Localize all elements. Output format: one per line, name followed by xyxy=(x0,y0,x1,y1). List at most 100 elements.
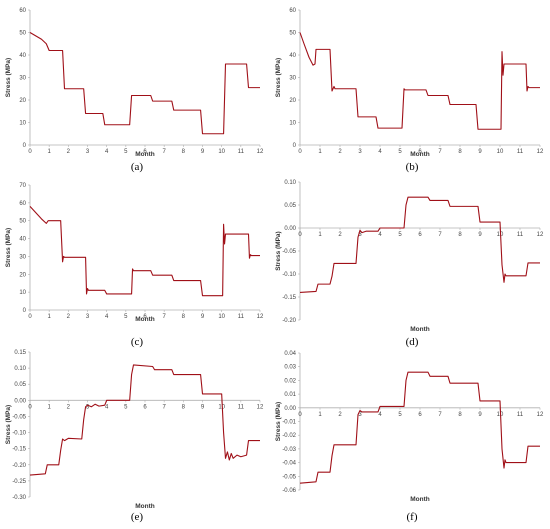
y-tick-label: 0.04 xyxy=(284,351,296,357)
y-tick-label: -0.25 xyxy=(12,479,26,485)
y-tick-label: -0.04 xyxy=(282,461,296,467)
y-tick-label: 10 xyxy=(19,121,26,127)
y-tick-label: 40 xyxy=(19,237,26,243)
y-tick-label: 0 xyxy=(293,143,297,149)
y-tick-label: 0.10 xyxy=(284,180,296,186)
x-tick-label: 7 xyxy=(438,232,442,238)
x-tick-label: 3 xyxy=(358,232,362,238)
y-tick-label: -0.10 xyxy=(12,431,26,437)
x-tick-label: 0 xyxy=(298,232,302,238)
y-tick-label: -0.20 xyxy=(12,463,26,469)
y-tick-label: 20 xyxy=(19,272,26,278)
chart-panel-e: -0.30 -0.25 -0.20 -0.15 -0.10 -0.05 0.00 0.05 0.… xyxy=(5,350,264,523)
x-tick-label: 0 xyxy=(28,149,32,155)
x-tick-label: 10 xyxy=(218,314,225,320)
y-tick-label: -0.20 xyxy=(282,318,296,324)
y-tick-label: 20 xyxy=(19,98,26,104)
x-tick-label: 9 xyxy=(478,412,482,418)
y-tick-label: -0.06 xyxy=(282,488,296,494)
x-tick-label: 0 xyxy=(28,314,32,320)
y-tick-label: 0 xyxy=(23,308,27,314)
x-tick-label: 7 xyxy=(162,404,166,410)
y-tick-label: 50 xyxy=(19,219,26,225)
x-tick-label: 3 xyxy=(86,404,90,410)
y-tick-label: -0.05 xyxy=(282,474,296,480)
x-tick-label: 10 xyxy=(497,149,504,155)
x-tick-label: 12 xyxy=(257,314,264,320)
x-axis-title: Month xyxy=(135,316,155,323)
x-tick-label: 11 xyxy=(517,232,524,238)
x-tick-label: 3 xyxy=(358,149,362,155)
x-tick-label: 7 xyxy=(162,314,166,320)
x-tick-label: 8 xyxy=(458,232,462,238)
x-tick-label: 1 xyxy=(318,412,322,418)
y-tick-label: 0.05 xyxy=(14,382,26,388)
x-tick-label: 2 xyxy=(338,232,342,238)
x-tick-label: 8 xyxy=(182,149,186,155)
y-tick-label: 0.00 xyxy=(14,398,26,404)
y-tick-label: -0.05 xyxy=(282,249,296,255)
x-axis-title: Month xyxy=(410,326,430,333)
x-tick-label: 5 xyxy=(398,412,402,418)
x-tick-label: 8 xyxy=(458,149,462,155)
x-tick-label: 12 xyxy=(257,404,264,410)
x-axis-title: Month xyxy=(135,503,155,510)
x-tick-label: 11 xyxy=(517,149,524,155)
series-line-e xyxy=(29,364,260,476)
y-tick-label: 30 xyxy=(289,76,296,82)
x-tick-label: 2 xyxy=(67,404,71,410)
panel-caption: (a) xyxy=(131,161,144,173)
y-tick-label: 30 xyxy=(19,76,26,82)
x-tick-label: 2 xyxy=(67,314,71,320)
y-tick-label: 30 xyxy=(19,254,26,260)
y-tick-label: 50 xyxy=(19,31,26,37)
y-tick-label: 60 xyxy=(19,8,26,14)
x-tick-label: 1 xyxy=(47,149,51,155)
y-tick-label: -0.15 xyxy=(12,447,26,453)
x-tick-label: 0 xyxy=(298,149,302,155)
x-axis-title: Month xyxy=(135,151,155,158)
x-tick-label: 4 xyxy=(378,232,382,238)
y-tick-label: -0.02 xyxy=(282,433,296,439)
x-tick-label: 4 xyxy=(105,314,109,320)
y-axis-title: Stress (MPa) xyxy=(5,58,12,97)
x-tick-label: 0 xyxy=(298,412,302,418)
x-tick-label: 9 xyxy=(478,149,482,155)
x-tick-label: 5 xyxy=(124,149,128,155)
x-tick-label: 2 xyxy=(338,149,342,155)
y-axis-title: Stress (MPa) xyxy=(275,402,282,441)
series-line-d xyxy=(299,196,540,293)
x-tick-label: 12 xyxy=(537,149,544,155)
x-tick-label: 7 xyxy=(438,412,442,418)
x-tick-label: 3 xyxy=(86,149,90,155)
y-tick-label: -0.10 xyxy=(282,272,296,278)
x-tick-label: 2 xyxy=(338,412,342,418)
y-tick-label: 10 xyxy=(19,290,26,296)
series-line-a xyxy=(29,32,260,135)
y-tick-label: 0.15 xyxy=(14,350,26,356)
y-tick-label: 60 xyxy=(289,8,296,14)
x-tick-label: 8 xyxy=(458,412,462,418)
y-tick-label: 20 xyxy=(289,98,296,104)
x-tick-label: 6 xyxy=(143,149,147,155)
x-tick-label: 4 xyxy=(105,404,109,410)
x-tick-label: 7 xyxy=(162,149,166,155)
x-tick-label: 9 xyxy=(201,404,205,410)
x-tick-label: 9 xyxy=(478,232,482,238)
y-tick-label: -0.05 xyxy=(12,414,26,420)
x-tick-label: 4 xyxy=(105,149,109,155)
y-tick-label: 60 xyxy=(19,201,26,207)
x-tick-label: 6 xyxy=(143,404,147,410)
y-tick-label: -0.15 xyxy=(282,295,296,301)
x-tick-label: 6 xyxy=(418,232,422,238)
y-tick-label: -0.01 xyxy=(282,420,296,426)
x-tick-label: 5 xyxy=(124,404,128,410)
y-tick-label: 70 xyxy=(19,183,26,189)
y-axis-title: Stress (MPa) xyxy=(275,58,282,97)
y-tick-label: 0.01 xyxy=(284,392,296,398)
x-tick-label: 6 xyxy=(418,412,422,418)
y-tick-label: 40 xyxy=(289,53,296,59)
x-tick-label: 6 xyxy=(143,314,147,320)
